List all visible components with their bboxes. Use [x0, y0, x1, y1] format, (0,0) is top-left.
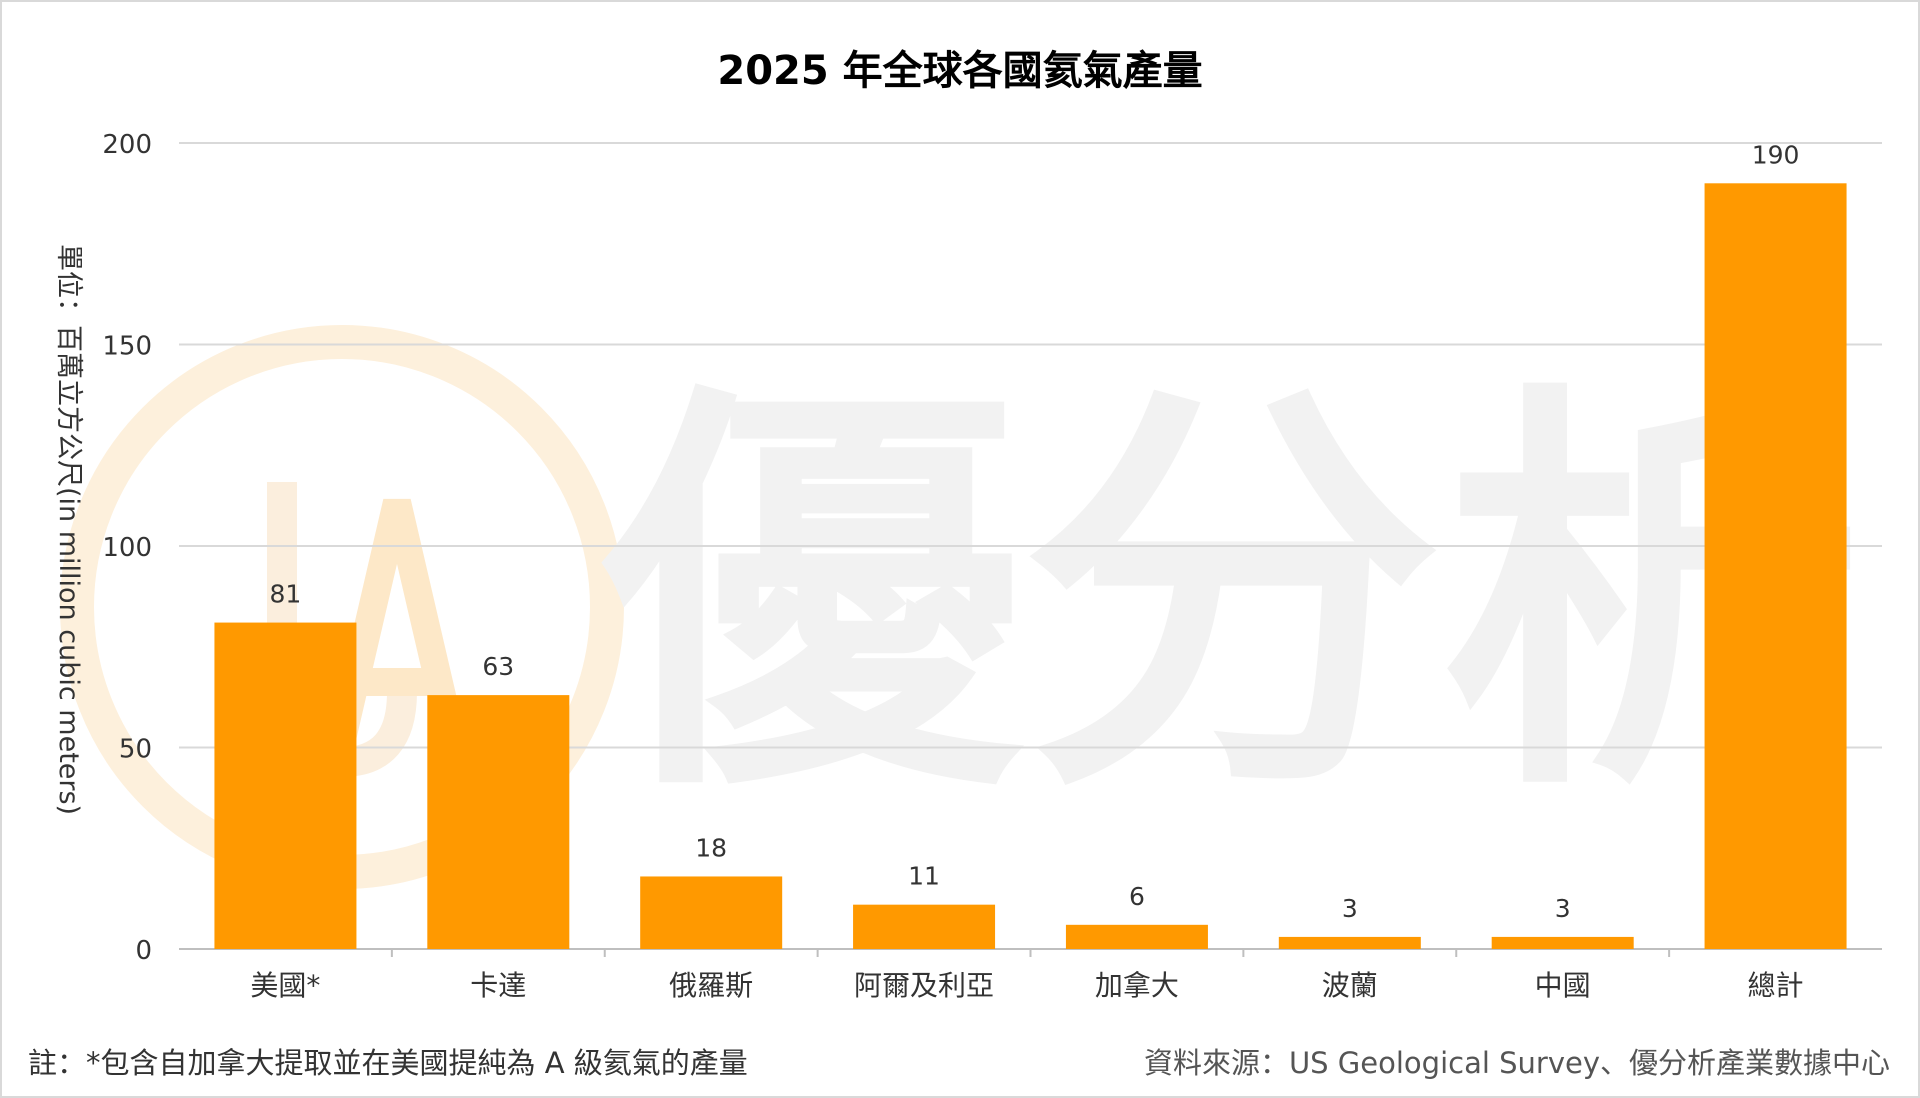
- y-axis-ticks: 0 50 100 150 200: [102, 130, 152, 966]
- y-tick-label: 100: [102, 533, 152, 563]
- data-label: 3: [1555, 894, 1571, 923]
- x-tick-label: 美國*: [250, 969, 320, 1002]
- footnote: 註：*包含自加拿大提取並在美國提純為 A 級氦氣的產量: [28, 1046, 748, 1080]
- y-tick-label: 50: [119, 735, 152, 765]
- y-tick-label: 200: [102, 130, 152, 160]
- bar: [1491, 936, 1634, 949]
- y-axis-label: 單位：百萬立方公尺(in million cubic meters): [53, 244, 84, 815]
- data-label: 6: [1129, 882, 1145, 911]
- x-tick-label: 波蘭: [1322, 969, 1378, 1002]
- bar: [1278, 936, 1421, 949]
- data-label: 190: [1752, 140, 1800, 169]
- watermark-text: 優分析: [595, 353, 1862, 842]
- data-label: 11: [908, 862, 940, 891]
- data-label: 63: [482, 652, 514, 681]
- data-label: 81: [270, 580, 302, 609]
- x-tick-label: 加拿大: [1095, 969, 1179, 1002]
- y-tick-label: 150: [102, 332, 152, 362]
- y-tick-label: 0: [135, 936, 152, 966]
- x-axis-ticks: 美國* 卡達 俄羅斯 阿爾及利亞 加拿大 波蘭 中國 總計: [250, 949, 1804, 1002]
- source-credit: 資料來源：US Geological Survey、優分析產業數據中心: [1143, 1046, 1890, 1080]
- bar: [853, 904, 996, 949]
- x-tick-label: 卡達: [470, 969, 526, 1002]
- bar: [427, 695, 570, 949]
- bar: [1704, 183, 1847, 950]
- x-tick-label: 中國: [1535, 969, 1591, 1002]
- x-tick-label: 總計: [1748, 969, 1804, 1002]
- bar: [1065, 924, 1208, 949]
- chart-title: 2025 年全球各國氦氣產量: [717, 48, 1202, 94]
- x-tick-label: 阿爾及利亞: [854, 969, 994, 1002]
- watermark-logo: 優分析: [60, 325, 1862, 889]
- bar: [640, 876, 783, 949]
- data-label: 18: [695, 833, 727, 862]
- bars: [214, 183, 1847, 950]
- data-label: 3: [1342, 894, 1358, 923]
- bar: [214, 622, 357, 949]
- x-tick-label: 俄羅斯: [669, 969, 753, 1002]
